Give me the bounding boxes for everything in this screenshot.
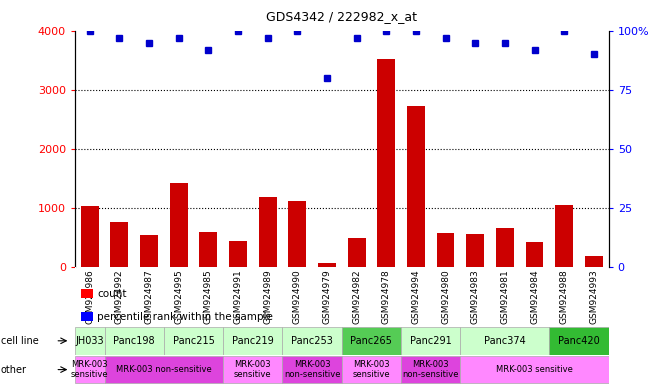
Text: GSM924988: GSM924988 <box>560 269 569 324</box>
Bar <box>288 201 306 267</box>
Bar <box>111 222 128 267</box>
Text: GSM924986: GSM924986 <box>85 269 94 324</box>
Bar <box>407 106 425 267</box>
Bar <box>401 356 460 383</box>
Bar <box>199 232 217 267</box>
Text: other: other <box>1 364 27 375</box>
Text: GSM924990: GSM924990 <box>293 269 302 324</box>
Text: MRK-003
sensitive: MRK-003 sensitive <box>71 360 109 379</box>
Text: Panc215: Panc215 <box>173 336 214 346</box>
Bar <box>437 233 454 267</box>
Text: Panc253: Panc253 <box>291 336 333 346</box>
Bar <box>585 256 603 267</box>
Bar <box>283 327 342 355</box>
Text: MRK-003
non-sensitive: MRK-003 non-sensitive <box>284 360 340 379</box>
Text: GSM924978: GSM924978 <box>381 269 391 324</box>
Bar <box>460 356 609 383</box>
Bar <box>460 327 549 355</box>
Bar <box>555 205 573 267</box>
Text: GSM924979: GSM924979 <box>322 269 331 324</box>
Text: MRK-003 non-sensitive: MRK-003 non-sensitive <box>116 365 212 374</box>
Text: Panc219: Panc219 <box>232 336 273 346</box>
Text: Panc265: Panc265 <box>350 336 393 346</box>
Text: GDS4342 / 222982_x_at: GDS4342 / 222982_x_at <box>266 10 417 23</box>
Text: GSM924980: GSM924980 <box>441 269 450 324</box>
Text: GSM924994: GSM924994 <box>411 269 421 324</box>
Bar <box>258 197 277 267</box>
Bar <box>342 356 401 383</box>
Bar <box>496 228 514 267</box>
Text: MRK-003 sensitive: MRK-003 sensitive <box>496 365 573 374</box>
Bar <box>378 59 395 267</box>
Text: JH033: JH033 <box>76 336 104 346</box>
Text: GSM924981: GSM924981 <box>501 269 509 324</box>
Bar <box>140 235 158 267</box>
Bar <box>525 242 544 267</box>
Bar <box>105 356 223 383</box>
Bar <box>401 327 460 355</box>
Bar <box>223 327 283 355</box>
Text: GSM924991: GSM924991 <box>234 269 242 324</box>
Bar <box>549 327 609 355</box>
Bar <box>283 356 342 383</box>
Bar <box>164 327 223 355</box>
Bar <box>348 238 365 267</box>
Text: GSM924982: GSM924982 <box>352 269 361 324</box>
Bar <box>75 327 105 355</box>
Text: cell line: cell line <box>1 336 38 346</box>
Bar <box>81 206 98 267</box>
Text: GSM924992: GSM924992 <box>115 269 124 324</box>
Text: Panc374: Panc374 <box>484 336 526 346</box>
Text: Panc420: Panc420 <box>558 336 600 346</box>
Text: GSM924983: GSM924983 <box>471 269 480 324</box>
Text: count: count <box>97 289 126 299</box>
Text: Panc198: Panc198 <box>113 336 155 346</box>
Bar <box>223 356 283 383</box>
Text: MRK-003
sensitive: MRK-003 sensitive <box>234 360 271 379</box>
Bar <box>318 263 336 267</box>
Text: MRK-003
non-sensitive: MRK-003 non-sensitive <box>402 360 459 379</box>
Text: GSM924993: GSM924993 <box>589 269 598 324</box>
Bar <box>342 327 401 355</box>
Bar <box>170 183 187 267</box>
Bar <box>466 234 484 267</box>
Text: GSM924985: GSM924985 <box>204 269 213 324</box>
Text: GSM924989: GSM924989 <box>263 269 272 324</box>
Text: GSM924987: GSM924987 <box>145 269 154 324</box>
Text: percentile rank within the sample: percentile rank within the sample <box>97 312 273 322</box>
Bar <box>105 327 164 355</box>
Text: GSM924984: GSM924984 <box>530 269 539 324</box>
Bar <box>75 356 105 383</box>
Bar <box>229 242 247 267</box>
Text: GSM924995: GSM924995 <box>174 269 183 324</box>
Text: MRK-003
sensitive: MRK-003 sensitive <box>353 360 390 379</box>
Text: Panc291: Panc291 <box>410 336 452 346</box>
